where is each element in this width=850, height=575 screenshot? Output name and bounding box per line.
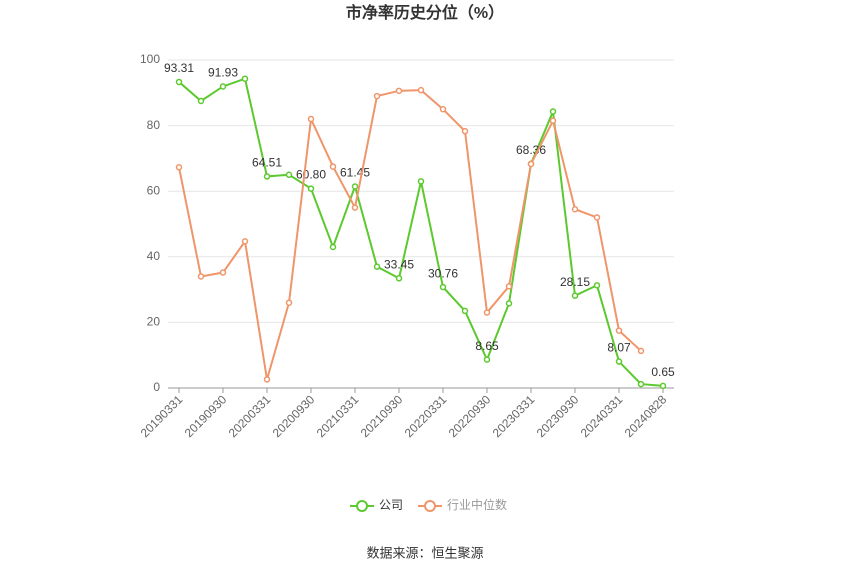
data-label: 60.80 (296, 168, 326, 182)
data-label: 61.45 (340, 166, 370, 180)
x-tick-label: 20240331 (578, 392, 626, 440)
data-point (263, 173, 271, 180)
data-point (637, 347, 645, 355)
data-point (241, 238, 249, 245)
x-tick-label: 20200331 (226, 392, 274, 440)
data-point (593, 214, 601, 221)
y-tick-label: 40 (147, 249, 161, 263)
data-point (351, 183, 359, 190)
data-point (571, 205, 579, 213)
data-point (483, 309, 491, 316)
data-point (637, 380, 645, 388)
source: 数据来源：恒生聚源 (366, 545, 483, 560)
data-point (219, 83, 227, 90)
data-point (615, 358, 623, 365)
x-tick-label: 20200930 (270, 392, 318, 440)
data-point (659, 382, 667, 390)
data-label: 91.93 (208, 66, 238, 80)
data-point (395, 275, 403, 282)
data-point (483, 356, 491, 363)
data-point (505, 300, 513, 307)
y-tick-label: 0 (153, 380, 160, 394)
x-tick-label: 20190331 (138, 392, 186, 440)
data-point (329, 163, 337, 170)
data-point (439, 105, 447, 113)
data-point (461, 127, 469, 135)
data-point (307, 115, 315, 123)
x-tick-label: 20210331 (314, 392, 362, 440)
data-point (263, 376, 271, 383)
data-point (285, 171, 293, 179)
x-tick-label: 20220331 (402, 392, 450, 440)
data-label: 0.65 (651, 365, 675, 379)
data-point (549, 108, 557, 115)
legend-label: 行业中位数 (447, 497, 507, 512)
data-point (549, 117, 557, 124)
y-tick-label: 100 (140, 52, 160, 66)
data-point (527, 160, 535, 168)
x-tick-label: 20190930 (182, 392, 230, 440)
series-line (178, 89, 642, 380)
data-point (505, 283, 513, 290)
data-label: 68.36 (516, 143, 546, 157)
data-point (351, 204, 359, 211)
data-label: 64.51 (252, 156, 282, 170)
data-point (175, 78, 183, 86)
series-line (178, 77, 664, 387)
y-tick-label: 60 (147, 183, 161, 197)
x-tick-label: 20220930 (446, 392, 494, 440)
data-label: 30.76 (428, 266, 458, 280)
data-point (373, 263, 381, 270)
data-label: 8.07 (607, 341, 631, 355)
y-tick-label: 20 (147, 315, 161, 329)
x-tick-label: 20230331 (490, 392, 538, 440)
x-tick-label: 20240828 (622, 392, 670, 440)
data-point (571, 292, 579, 299)
legend-marker (356, 500, 368, 512)
data-label: 8.65 (475, 339, 499, 353)
legend-marker (424, 500, 436, 512)
chart-title: 市净率历史分位（%） (346, 3, 504, 22)
data-point (197, 97, 205, 105)
data-point (417, 86, 425, 94)
data-point (615, 327, 623, 334)
data-point (417, 178, 425, 185)
data-point (329, 243, 337, 251)
data-label: 28.15 (560, 275, 590, 289)
data-point (373, 92, 381, 100)
data-point (285, 299, 293, 306)
data-label: 93.31 (164, 61, 194, 75)
y-tick-label: 80 (147, 118, 161, 132)
data-point (439, 283, 447, 291)
legend-label: 公司 (379, 498, 403, 512)
data-point (307, 185, 315, 192)
data-point (241, 75, 249, 82)
data-point (395, 87, 403, 95)
data-point (461, 307, 469, 315)
x-tick-label: 20230930 (534, 392, 582, 440)
data-point (219, 269, 227, 276)
data-label: 33.45 (384, 257, 414, 271)
x-tick-label: 20210930 (358, 392, 406, 440)
data-point (593, 282, 601, 289)
data-point (175, 164, 183, 171)
data-point (197, 273, 205, 280)
